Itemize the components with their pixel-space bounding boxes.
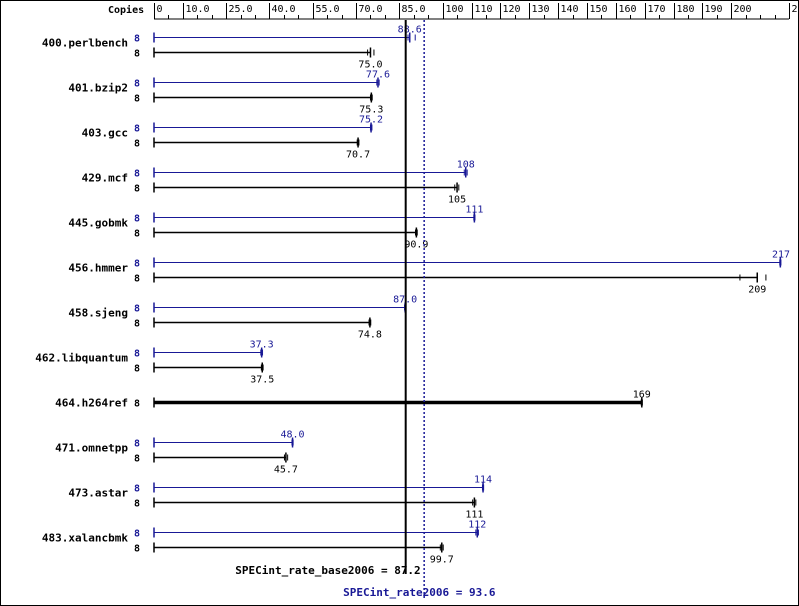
peak-value-label: 77.6 — [366, 70, 390, 81]
base-summary-label: SPECint_rate_base2006 = 87.2 — [235, 564, 420, 577]
base-value-label: 74.8 — [358, 330, 382, 341]
peak-value-label: 217 — [772, 250, 790, 261]
base-copies-label: 8 — [134, 274, 140, 285]
peak-value-label: 37.3 — [250, 340, 274, 351]
base-value-label: 169 — [633, 390, 651, 401]
base-copies-label: 8 — [134, 229, 140, 240]
axis-tick-label: 170 — [648, 4, 666, 15]
base-value-label: 75.0 — [358, 60, 382, 71]
base-copies-label: 8 — [134, 454, 140, 465]
peak-copies-label: 8 — [134, 304, 140, 315]
base-copies-label: 8 — [134, 139, 140, 150]
axis-tick-label: 120 — [503, 4, 521, 15]
reference-lines — [404, 20, 425, 598]
base-value-label: 209 — [748, 285, 766, 296]
benchmark-name: 458.sjeng — [68, 307, 128, 320]
benchmark-name: 473.astar — [68, 487, 128, 500]
benchmark-name: 462.libquantum — [35, 352, 128, 365]
base-copies-label: 8 — [134, 319, 140, 330]
axis-tick-label: 25.0 — [229, 4, 253, 15]
axis-tick-label: 10.0 — [186, 4, 210, 15]
peak-value-label: 48.0 — [280, 430, 304, 441]
peak-copies-label: 8 — [134, 484, 140, 495]
benchmark-name: 471.omnetpp — [55, 442, 128, 455]
axis-tick-label: 180 — [677, 4, 695, 15]
benchmark-row: 401.bzip2 8 77.6 8 75.3 — [68, 70, 390, 116]
axis-tick-label: 0 — [157, 4, 163, 15]
axis-tick-label: 200 — [734, 4, 752, 15]
peak-summary-label: SPECint_rate2006 = 93.6 — [343, 586, 496, 599]
base-value-label: 111 — [465, 510, 483, 521]
peak-value-label: 112 — [468, 520, 486, 531]
base-value-label: 37.5 — [250, 375, 274, 386]
benchmark-name: 456.hmmer — [68, 262, 128, 275]
axis-tick-label: 220 — [792, 4, 799, 15]
peak-copies-label: 8 — [134, 349, 140, 360]
benchmark-name: 464.h264ref — [55, 397, 128, 410]
base-copies-label: 8 — [134, 94, 140, 105]
axis-tick-label: 70.0 — [359, 4, 383, 15]
base-copies-label: 8 — [134, 364, 140, 375]
benchmark-rows: 400.perlbench 8 88.6 8 75.0 401.bzip2 8 77.6 8 75… — [35, 25, 790, 566]
peak-copies-label: 8 — [134, 79, 140, 90]
axis-tick-label: 140 — [561, 4, 579, 15]
benchmark-name: 400.perlbench — [42, 37, 128, 50]
base-copies-label: 8 — [134, 499, 140, 510]
summary-labels: SPECint_rate_base2006 = 87.2 SPECint_rate… — [235, 564, 496, 599]
benchmark-row: 462.libquantum 8 37.3 8 37.5 — [35, 340, 274, 386]
peak-copies-label: 8 — [134, 124, 140, 135]
benchmark-name: 403.gcc — [82, 127, 128, 140]
axis-tick-label: 130 — [532, 4, 550, 15]
peak-copies-label: 8 — [134, 259, 140, 270]
benchmark-name: 445.gobmk — [68, 217, 128, 230]
base-value-label: 99.7 — [430, 555, 454, 566]
benchmark-row: 403.gcc 8 75.2 8 70.7 — [82, 115, 383, 161]
benchmark-row: 456.hmmer 8 217 8 209 — [68, 250, 790, 296]
axis-label: Copies — [108, 4, 144, 16]
benchmark-row: 471.omnetpp 8 48.0 8 45.7 — [55, 430, 304, 476]
axis-tick-label: 150 — [590, 4, 608, 15]
base-value-label: 45.7 — [274, 465, 298, 476]
base-value-label: 75.3 — [359, 105, 383, 116]
base-copies-label: 8 — [134, 544, 140, 555]
base-copies-label: 8 — [134, 399, 140, 410]
axis-tick-label: 100 — [446, 4, 464, 15]
peak-value-label: 75.2 — [359, 115, 383, 126]
benchmark-row: 473.astar 8 114 8 111 — [68, 475, 492, 521]
benchmark-name: 429.mcf — [82, 172, 128, 185]
peak-copies-label: 8 — [134, 529, 140, 540]
base-value-label: 105 — [448, 195, 466, 206]
axis-tick-label: 190 — [705, 4, 723, 15]
base-value-label: 90.9 — [404, 240, 428, 251]
benchmark-row: 483.xalancbmk 8 112 8 99.7 — [42, 520, 486, 566]
benchmark-row: 400.perlbench 8 88.6 8 75.0 — [42, 25, 422, 71]
benchmark-name: 401.bzip2 — [68, 82, 128, 95]
benchmark-row: 445.gobmk 8 111 8 90.9 — [68, 205, 483, 251]
benchmark-row: 464.h264ref 8 169 — [55, 390, 651, 410]
peak-copies-label: 8 — [134, 214, 140, 225]
peak-copies-label: 8 — [134, 439, 140, 450]
benchmark-name: 483.xalancbmk — [42, 532, 128, 545]
base-value-label: 70.7 — [346, 150, 370, 161]
axis-tick-label: 85.0 — [402, 4, 426, 15]
axis-tick-label: 110 — [475, 4, 493, 15]
base-copies-label: 8 — [134, 49, 140, 60]
peak-value-label: 88.6 — [398, 25, 422, 36]
peak-copies-label: 8 — [134, 169, 140, 180]
base-copies-label: 8 — [134, 184, 140, 195]
peak-value-label: 108 — [457, 160, 475, 171]
axis-tick-label: 40.0 — [272, 4, 296, 15]
axis-tick-label: 55.0 — [316, 4, 340, 15]
axis-tick-label: 160 — [619, 4, 637, 15]
peak-value-label: 114 — [474, 475, 492, 486]
top-axis: Copies 0 10.0 25.0 40.0 55.0 70.0 85.0 100 110 120… — [108, 3, 799, 20]
peak-value-label: 111 — [465, 205, 483, 216]
peak-copies-label: 8 — [134, 34, 140, 45]
